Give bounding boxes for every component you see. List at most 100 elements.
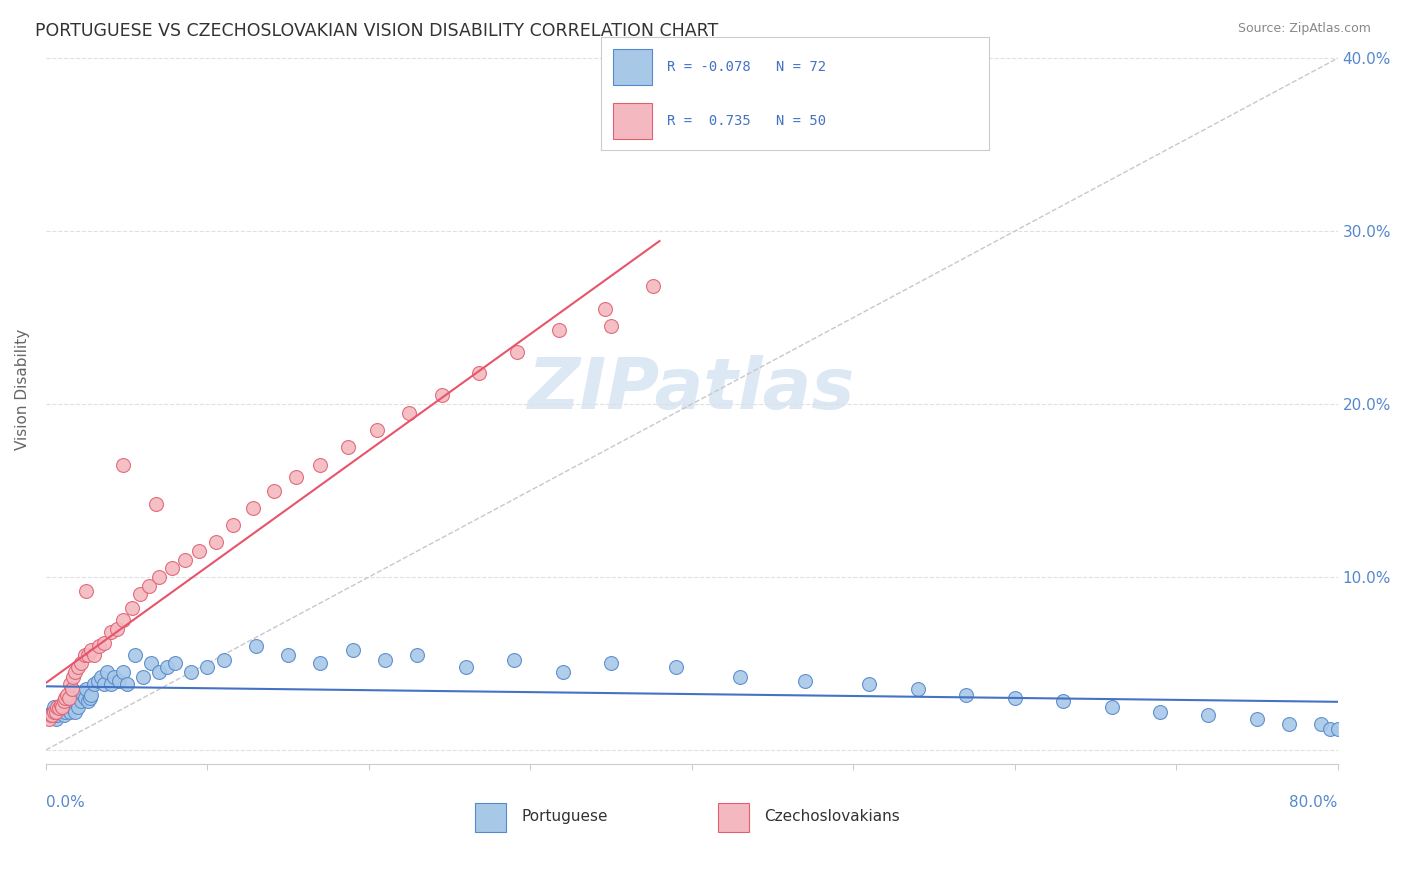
Point [600, 657, 623, 671]
Point [506, 345, 529, 359]
Point [263, 483, 285, 498]
Point [858, 677, 880, 691]
Point [51, 699, 73, 714]
Point [45, 712, 67, 726]
Point [1278, 717, 1301, 731]
Point [60, 682, 83, 697]
Point [148, 570, 170, 584]
Point [62, 691, 84, 706]
Point [1101, 699, 1123, 714]
Point [58, 691, 80, 706]
Point [955, 688, 977, 702]
Point [53, 691, 76, 706]
Point [285, 469, 308, 483]
Point [56, 701, 79, 715]
Point [42, 699, 65, 714]
Point [69, 691, 91, 706]
Point [173, 552, 195, 566]
Point [1004, 691, 1026, 706]
Point [96, 665, 118, 679]
Point [63, 705, 86, 719]
Point [907, 682, 929, 697]
Point [309, 657, 332, 671]
Point [79, 691, 101, 706]
Point [93, 635, 115, 649]
Point [73, 691, 96, 706]
Point [56, 688, 79, 702]
Point [80, 688, 103, 702]
Point [138, 579, 160, 593]
Point [112, 613, 135, 627]
Point [245, 639, 267, 653]
Text: ZIPatlas: ZIPatlas [529, 355, 855, 424]
Text: PORTUGUESE VS CZECHOSLOVAKIAN VISION DISABILITY CORRELATION CHART: PORTUGUESE VS CZECHOSLOVAKIAN VISION DIS… [35, 22, 718, 40]
Point [1149, 705, 1171, 719]
Point [73, 648, 96, 662]
Point [600, 319, 623, 334]
Point [336, 440, 359, 454]
Point [77, 694, 100, 708]
Point [374, 653, 396, 667]
Point [145, 497, 167, 511]
Point [1326, 722, 1348, 736]
Point [1310, 717, 1333, 731]
Point [115, 677, 138, 691]
Point [398, 406, 420, 420]
Point [75, 682, 97, 697]
Point [60, 699, 83, 714]
Point [197, 660, 219, 674]
Point [467, 366, 489, 380]
Point [38, 708, 60, 723]
Point [103, 670, 125, 684]
Point [1198, 708, 1220, 723]
Point [59, 705, 82, 719]
Point [212, 653, 235, 667]
Point [52, 708, 75, 723]
Point [62, 670, 84, 684]
Point [46, 708, 69, 723]
Point [793, 673, 815, 688]
Point [454, 660, 477, 674]
Point [139, 657, 162, 671]
Point [222, 518, 245, 533]
Point [148, 665, 170, 679]
Point [1246, 712, 1268, 726]
Point [100, 625, 122, 640]
Point [48, 705, 70, 719]
Point [100, 677, 122, 691]
Point [165, 657, 187, 671]
Point [156, 660, 179, 674]
Point [83, 648, 105, 662]
Point [90, 670, 112, 684]
Point [430, 388, 453, 402]
Point [63, 665, 86, 679]
Point [728, 670, 751, 684]
Point [105, 622, 128, 636]
Point [548, 323, 571, 337]
Point [80, 642, 103, 657]
Point [1319, 722, 1341, 736]
Point [132, 670, 155, 684]
Point [86, 673, 108, 688]
Point [52, 694, 75, 708]
Point [124, 648, 146, 662]
Y-axis label: Vision Disability: Vision Disability [15, 329, 30, 450]
Point [59, 677, 82, 691]
Point [70, 657, 93, 671]
Point [67, 699, 90, 714]
Point [107, 673, 129, 688]
Point [93, 677, 115, 691]
Point [180, 665, 202, 679]
Point [128, 587, 150, 601]
Point [366, 423, 388, 437]
Point [48, 701, 70, 715]
Point [53, 705, 76, 719]
Point [503, 653, 526, 667]
Point [39, 708, 62, 723]
Point [277, 648, 299, 662]
Point [665, 660, 688, 674]
Point [112, 458, 135, 472]
Point [38, 712, 60, 726]
Point [41, 705, 63, 719]
Point [77, 648, 100, 662]
